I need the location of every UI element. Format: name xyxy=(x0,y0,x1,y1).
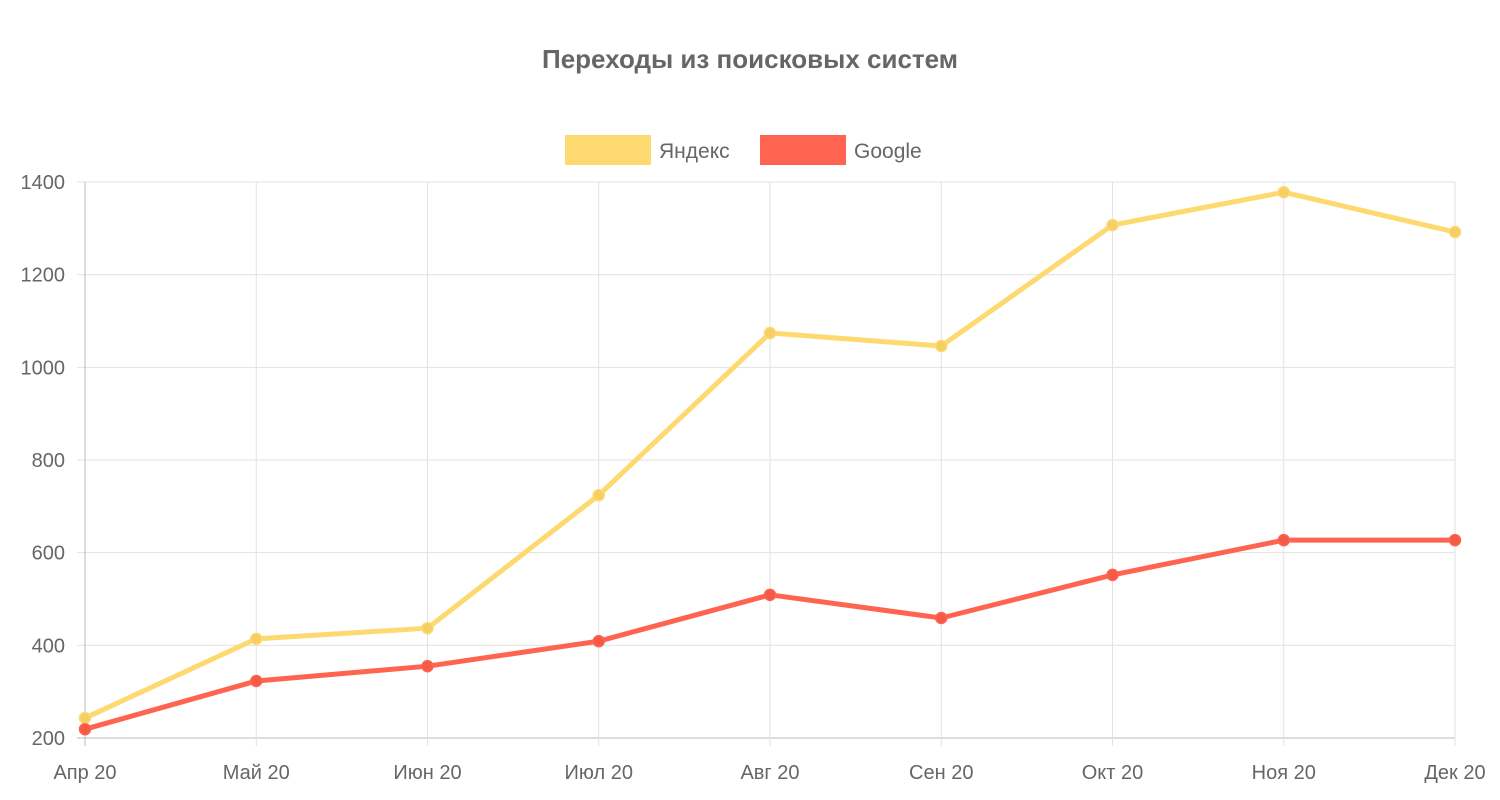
x-tick-label: Апр 20 xyxy=(53,762,116,784)
legend: Яндекс Google xyxy=(565,135,922,165)
y-tick-label: 400 xyxy=(32,635,65,657)
data-point xyxy=(250,674,263,688)
x-tick-label: Окт 20 xyxy=(1082,762,1144,784)
y-tick-label: 1200 xyxy=(21,265,66,287)
data-point xyxy=(763,326,777,340)
legend-swatch xyxy=(760,135,846,165)
data-point xyxy=(763,588,777,602)
x-tick-label: Дек 20 xyxy=(1424,762,1485,784)
x-tick-label: Ноя 20 xyxy=(1252,762,1316,784)
data-point xyxy=(592,488,605,502)
data-point xyxy=(1277,533,1290,547)
y-tick-label: 1400 xyxy=(21,172,66,194)
legend-label: Яндекс xyxy=(659,140,730,163)
data-point xyxy=(935,611,948,625)
y-tick-label: 200 xyxy=(32,728,65,750)
legend-swatch xyxy=(565,135,651,165)
chart-title: Переходы из поисковых систем xyxy=(542,44,958,74)
y-tick-label: 800 xyxy=(32,450,65,472)
data-point xyxy=(1106,568,1119,582)
x-tick-label: Май 20 xyxy=(223,762,290,784)
data-point xyxy=(1448,533,1462,547)
x-tick-label: Июл 20 xyxy=(565,762,633,784)
x-tick-label: Июн 20 xyxy=(393,762,461,784)
legend-label: Google xyxy=(854,140,922,163)
data-point xyxy=(250,632,263,646)
data-point xyxy=(421,621,434,635)
y-tick-label: 600 xyxy=(32,543,65,565)
x-tick-label: Авг 20 xyxy=(740,762,799,784)
y-tick-label: 1000 xyxy=(21,357,66,379)
grid: 200 400 600 800 1000 1200 1400 Апр 20 Май 20 Июн … xyxy=(21,172,1486,784)
data-point xyxy=(78,722,92,736)
data-point xyxy=(1448,225,1462,239)
data-point xyxy=(1106,218,1119,232)
data-point xyxy=(592,634,605,648)
data-point xyxy=(421,659,434,673)
series-group xyxy=(78,185,1462,736)
data-point xyxy=(78,711,92,725)
data-point xyxy=(935,339,948,353)
data-point xyxy=(1277,185,1290,199)
x-tick-label: Сен 20 xyxy=(909,762,973,784)
